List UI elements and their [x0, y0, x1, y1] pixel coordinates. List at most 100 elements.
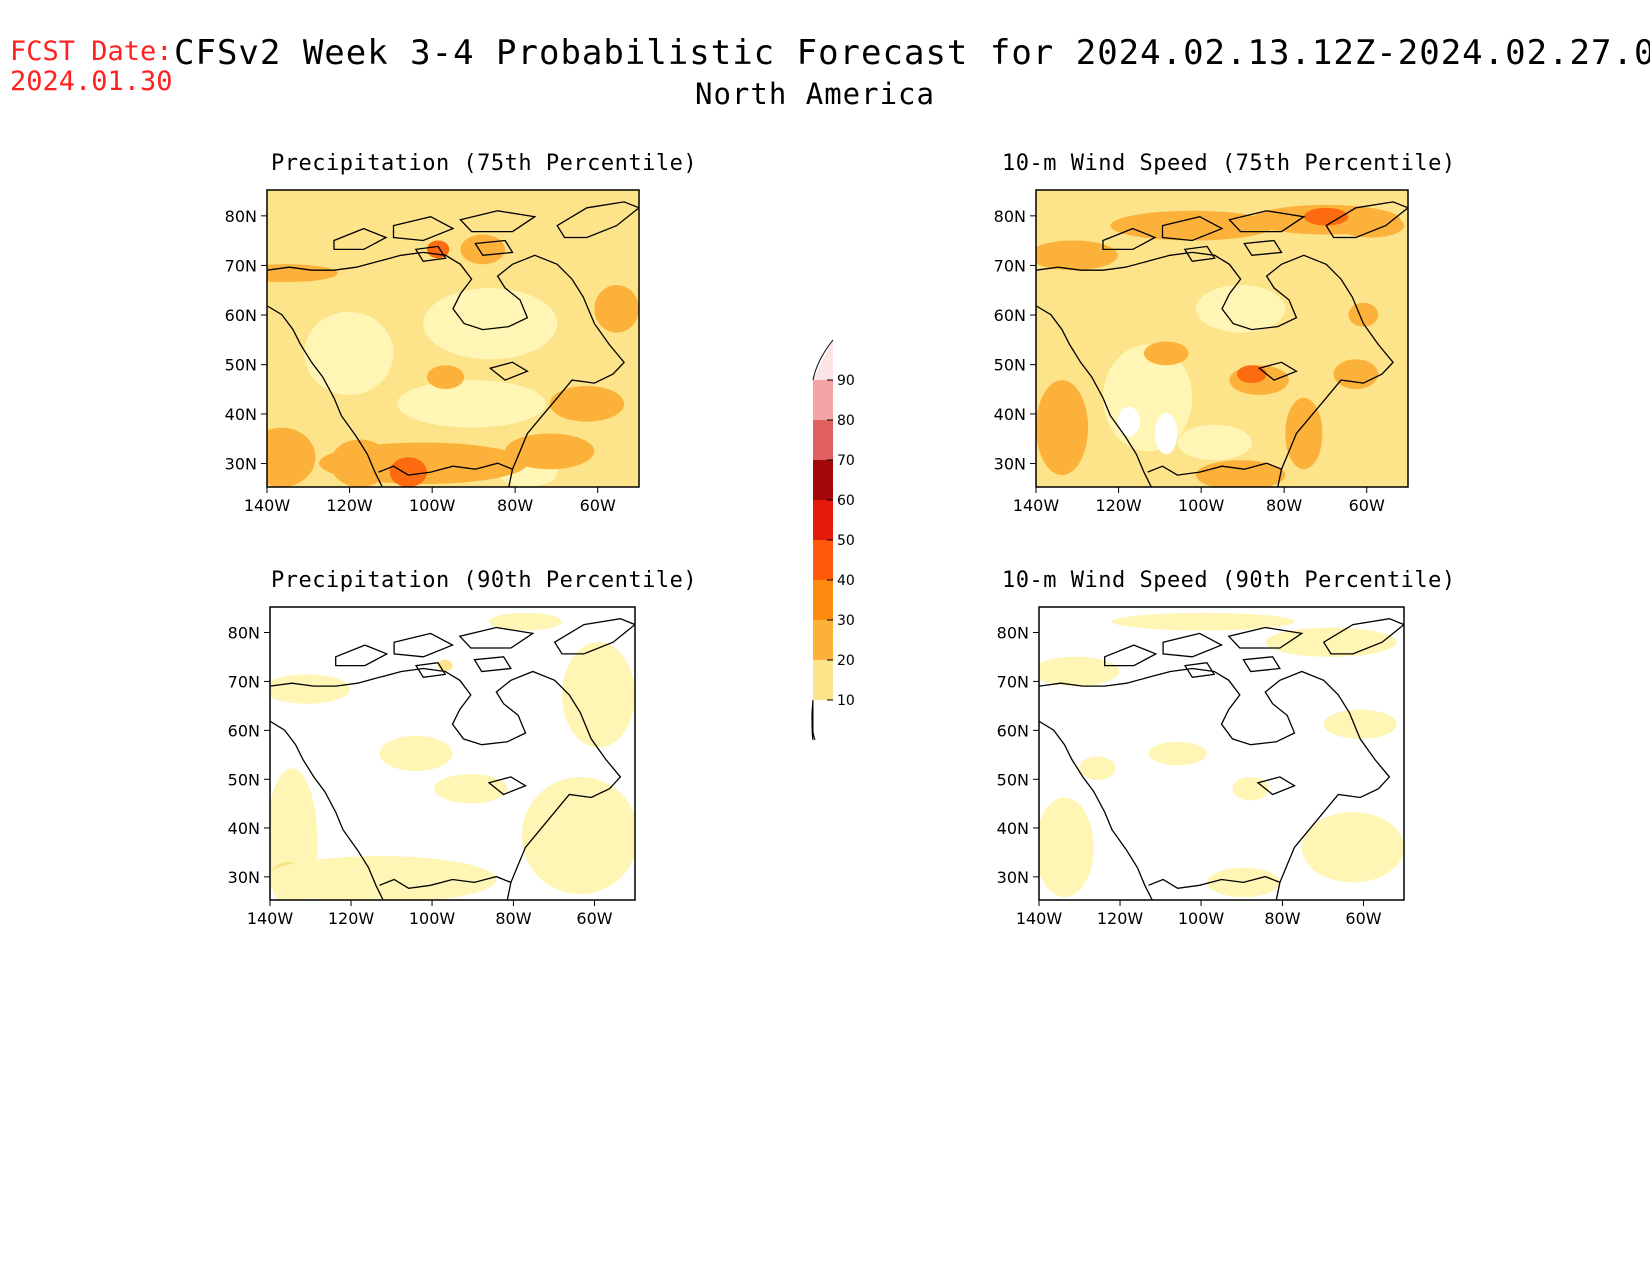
- coastline: [267, 201, 639, 487]
- page-title: CFSv2 Week 3-4 Probabilistic Forecast fo…: [174, 33, 1650, 73]
- panel-title-wind-90: 10-m Wind Speed (90th Percentile): [1002, 568, 1456, 593]
- lon-tick-label: 140W: [1013, 496, 1060, 515]
- lat-tick-label: 70N: [228, 672, 260, 691]
- lon-tick-label: 120W: [328, 909, 375, 928]
- probability-area: [1195, 285, 1286, 333]
- lat-tick-label: 60N: [228, 721, 260, 740]
- lat-tick-label: 30N: [228, 868, 260, 887]
- probability-area: [1236, 365, 1267, 384]
- probability-area: [1036, 240, 1118, 271]
- lat-tick-label: 70N: [997, 672, 1029, 691]
- lat-tick-label: 30N: [997, 868, 1029, 887]
- probability-area: [505, 433, 595, 470]
- lon-tick-label: 140W: [1016, 909, 1063, 928]
- lon-tick-label: 100W: [409, 496, 456, 515]
- probability-area: [389, 457, 427, 487]
- probability-area: [319, 442, 528, 485]
- map-shading: [267, 190, 639, 487]
- lon-tick-label: 140W: [247, 909, 294, 928]
- lat-tick-label: 50N: [997, 770, 1029, 789]
- probability-area: [1333, 359, 1379, 389]
- page-subtitle: North America: [695, 77, 935, 111]
- colorbar: 10 20 30 40 50 60 70 80 90: [811, 339, 855, 741]
- map-panel-precip-90: 80N 70N 60N 50N 40N 30N 140W 120W 100W 80W 60W: [228, 606, 636, 928]
- lat-tick-label: 70N: [225, 256, 257, 275]
- lon-tick-label: 80W: [495, 909, 531, 928]
- panel-title-precip-75: Precipitation (75th Percentile): [271, 151, 698, 176]
- probability-area: [267, 264, 338, 283]
- probability-area: [1112, 612, 1295, 631]
- coastline: [1036, 201, 1408, 487]
- colorbar-label: 50: [837, 533, 855, 549]
- probability-area: [1143, 341, 1189, 366]
- lon-tick-label: 80W: [1264, 909, 1300, 928]
- lat-tick-label: 80N: [997, 623, 1029, 642]
- probability-area: [460, 195, 535, 214]
- map-frame: [266, 189, 640, 488]
- lon-tick-label: 120W: [1097, 909, 1144, 928]
- colorbar-segment: [813, 500, 833, 540]
- colorbar-segment: [813, 420, 833, 460]
- lat-tick-label: 60N: [225, 306, 257, 325]
- map-frame: [269, 606, 636, 901]
- probability-area: [270, 674, 351, 704]
- probability-area: [1036, 380, 1089, 476]
- probability-area: [397, 380, 546, 428]
- probability-area: [1348, 302, 1379, 327]
- coastline: [1039, 618, 1404, 900]
- lon-tick-label: 60W: [580, 496, 616, 515]
- lon-tick-label: 80W: [1266, 496, 1302, 515]
- lon-tick-label: 120W: [1095, 496, 1142, 515]
- panel-title-wind-75: 10-m Wind Speed (75th Percentile): [1002, 151, 1456, 176]
- colorbar-label: 40: [837, 573, 855, 589]
- lat-tick-label: 80N: [225, 207, 257, 226]
- colorbar-label: 30: [837, 613, 855, 629]
- lon-tick-label: 140W: [244, 496, 291, 515]
- probability-area: [426, 365, 465, 389]
- lat-tick-label: 60N: [994, 306, 1026, 325]
- lat-tick-label: 30N: [994, 455, 1026, 474]
- map-shading: [1039, 607, 1404, 900]
- colorbar-segment: [813, 380, 833, 420]
- probability-area: [434, 774, 508, 804]
- fcst-date-label: FCST Date:: [10, 36, 173, 67]
- probability-area: [594, 285, 639, 333]
- probability-area: [270, 856, 497, 900]
- lon-tick-label: 120W: [326, 496, 373, 515]
- lat-tick-label: 50N: [228, 770, 260, 789]
- lon-tick-label: 100W: [1178, 496, 1225, 515]
- lat-tick-label: 70N: [994, 256, 1026, 275]
- probability-area: [1265, 627, 1397, 657]
- colorbar-label: 80: [837, 413, 855, 429]
- colorbar-label: 90: [837, 373, 855, 389]
- colorbar-segment: [813, 460, 833, 500]
- map-frame: [1035, 189, 1409, 488]
- map-panel-wind-75: 80N 70N 60N 50N 40N 30N 140W 120W 100W 80W 60W: [994, 189, 1409, 515]
- colorbar-label: 60: [837, 493, 855, 509]
- fcst-date-value: 2024.01.30: [10, 66, 173, 97]
- probability-area: [1079, 756, 1116, 780]
- probability-area: [1177, 424, 1252, 461]
- colorbar-segment: [813, 660, 833, 700]
- probability-area: [379, 735, 453, 772]
- colorbar-segment: [813, 540, 833, 580]
- probability-area: [460, 234, 506, 265]
- lat-tick-label: 30N: [225, 455, 257, 474]
- probability-area: [1117, 406, 1141, 437]
- probability-area: [1285, 397, 1323, 470]
- lon-tick-label: 100W: [1178, 909, 1225, 928]
- lon-tick-label: 60W: [576, 909, 612, 928]
- lat-tick-label: 80N: [994, 207, 1026, 226]
- probability-area: [1232, 776, 1269, 801]
- probability-area: [521, 776, 635, 895]
- colorbar-label: 70: [837, 453, 855, 469]
- lon-tick-label: 60W: [1349, 496, 1385, 515]
- lon-tick-label: 80W: [497, 496, 533, 515]
- lat-tick-label: 80N: [228, 623, 260, 642]
- lat-tick-label: 50N: [994, 356, 1026, 375]
- map-shading: [1036, 190, 1408, 487]
- colorbar-upper-extension: [813, 340, 833, 380]
- probability-area: [562, 642, 635, 748]
- map-panel-precip-75: 80N 70N 60N 50N 40N 30N 140W 120W 100W 80W 60W: [225, 189, 640, 515]
